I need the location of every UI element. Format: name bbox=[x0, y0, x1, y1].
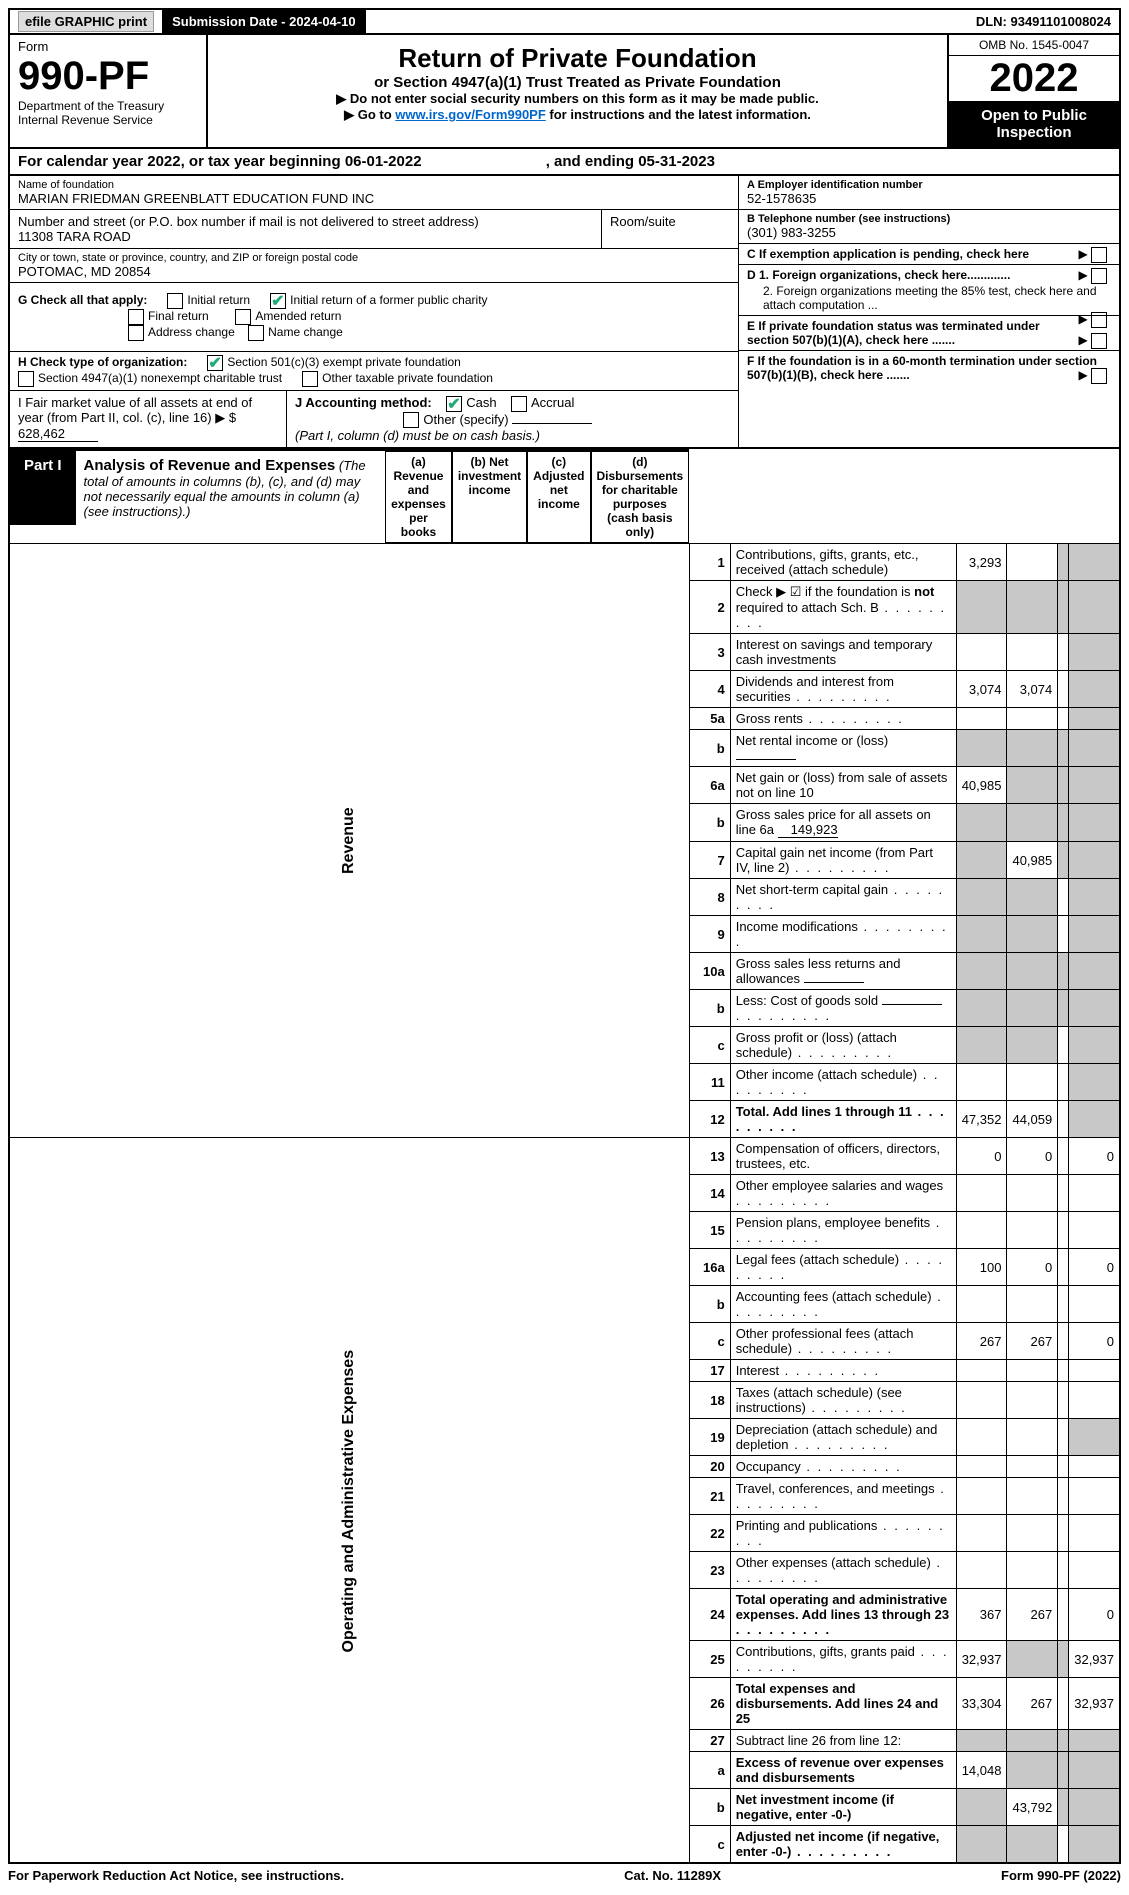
chk-4947[interactable] bbox=[18, 371, 34, 387]
form-title: Return of Private Foundation bbox=[216, 43, 939, 74]
chk-f[interactable] bbox=[1091, 368, 1107, 384]
j-accounting: J Accounting method: Cash Accrual Other … bbox=[287, 391, 738, 447]
form-word: Form bbox=[18, 39, 198, 54]
chk-d2[interactable] bbox=[1091, 312, 1107, 328]
col-b-header: (b) Net investment income bbox=[452, 451, 527, 543]
chk-e[interactable] bbox=[1091, 333, 1107, 349]
submission-date: Submission Date - 2024-04-10 bbox=[164, 10, 366, 33]
chk-initial-former[interactable] bbox=[270, 293, 286, 309]
dln: DLN: 93491101008024 bbox=[968, 10, 1119, 33]
chk-other-taxable[interactable] bbox=[302, 371, 318, 387]
foundation-info: Name of foundation MARIAN FRIEDMAN GREEN… bbox=[8, 176, 1121, 449]
chk-final-return[interactable] bbox=[128, 309, 144, 325]
header-right: OMB No. 1545-0047 2022 Open to Public In… bbox=[947, 35, 1119, 147]
chk-c[interactable] bbox=[1091, 247, 1107, 263]
tax-year: 2022 bbox=[949, 56, 1119, 101]
col-c-header: (c) Adjusted net income bbox=[527, 451, 590, 543]
form-header: Form 990-PF Department of the Treasury I… bbox=[8, 35, 1121, 149]
name-cell: Name of foundation MARIAN FRIEDMAN GREEN… bbox=[10, 176, 738, 210]
i-fmv: I Fair market value of all assets at end… bbox=[10, 391, 287, 447]
header-mid: Return of Private Foundation or Section … bbox=[208, 35, 947, 147]
calendar-year-row: For calendar year 2022, or tax year begi… bbox=[8, 149, 1121, 176]
footer-left: For Paperwork Reduction Act Notice, see … bbox=[8, 1868, 344, 1883]
d-cell: D 1. Foreign organizations, check here..… bbox=[739, 265, 1119, 316]
e-cell: E If private foundation status was termi… bbox=[739, 316, 1119, 351]
efile-graphic: efile GRAPHIC print bbox=[10, 10, 164, 33]
page-footer: For Paperwork Reduction Act Notice, see … bbox=[8, 1864, 1121, 1887]
part1-title: Analysis of Revenue and Expenses (The to… bbox=[76, 451, 386, 525]
i-j-row: I Fair market value of all assets at end… bbox=[10, 391, 738, 447]
footer-right: Form 990-PF (2022) bbox=[1001, 1868, 1121, 1883]
ein-cell: A Employer identification number 52-1578… bbox=[739, 176, 1119, 210]
form-number: 990-PF bbox=[18, 54, 198, 99]
chk-accrual[interactable] bbox=[511, 396, 527, 412]
part1-label: Part I bbox=[10, 451, 76, 525]
row-1: Revenue 1 Contributions, gifts, grants, … bbox=[9, 544, 1120, 581]
dept-treasury: Department of the Treasury bbox=[18, 99, 198, 113]
form-note-ssn: ▶ Do not enter social security numbers o… bbox=[216, 91, 939, 107]
part1-table: Part I Analysis of Revenue and Expenses … bbox=[8, 449, 1121, 1864]
chk-amended-return[interactable] bbox=[235, 309, 251, 325]
chk-name-change[interactable] bbox=[248, 325, 264, 341]
chk-address-change[interactable] bbox=[128, 325, 144, 341]
f-cell: F If the foundation is in a 60-month ter… bbox=[739, 351, 1119, 385]
col-d-header: (d) Disbursements for charitable purpose… bbox=[591, 451, 690, 543]
g-check-row: G Check all that apply: Initial return I… bbox=[10, 283, 738, 352]
address-cell: Number and street (or P.O. box number if… bbox=[10, 210, 601, 248]
chk-cash[interactable] bbox=[446, 396, 462, 412]
revenue-side-label: Revenue bbox=[9, 544, 689, 1138]
footer-mid: Cat. No. 11289X bbox=[624, 1868, 721, 1883]
phone-cell: B Telephone number (see instructions) (3… bbox=[739, 210, 1119, 244]
irs-link[interactable]: www.irs.gov/Form990PF bbox=[395, 107, 546, 122]
chk-initial-return[interactable] bbox=[167, 293, 183, 309]
chk-501c3[interactable] bbox=[207, 355, 223, 371]
omb-number: OMB No. 1545-0047 bbox=[949, 35, 1119, 56]
col-a-header: (a) Revenue and expenses per books bbox=[385, 451, 452, 543]
c-cell: C If exemption application is pending, c… bbox=[739, 244, 1119, 265]
dept-irs: Internal Revenue Service bbox=[18, 113, 198, 127]
room-cell: Room/suite bbox=[601, 210, 738, 248]
form-subtitle: or Section 4947(a)(1) Trust Treated as P… bbox=[216, 74, 939, 91]
row-13: Operating and Administrative Expenses 13… bbox=[9, 1138, 1120, 1175]
open-public-badge: Open to Public Inspection bbox=[949, 101, 1119, 147]
chk-other-method[interactable] bbox=[403, 412, 419, 428]
city-cell: City or town, state or province, country… bbox=[10, 249, 738, 283]
chk-d1[interactable] bbox=[1091, 268, 1107, 284]
h-check-row: H Check type of organization: Section 50… bbox=[10, 352, 738, 391]
form-note-link: ▶ Go to www.irs.gov/Form990PF for instru… bbox=[216, 107, 939, 123]
top-bar: efile GRAPHIC print Submission Date - 20… bbox=[8, 8, 1121, 35]
header-left: Form 990-PF Department of the Treasury I… bbox=[10, 35, 208, 147]
expenses-side-label: Operating and Administrative Expenses bbox=[9, 1138, 689, 1864]
